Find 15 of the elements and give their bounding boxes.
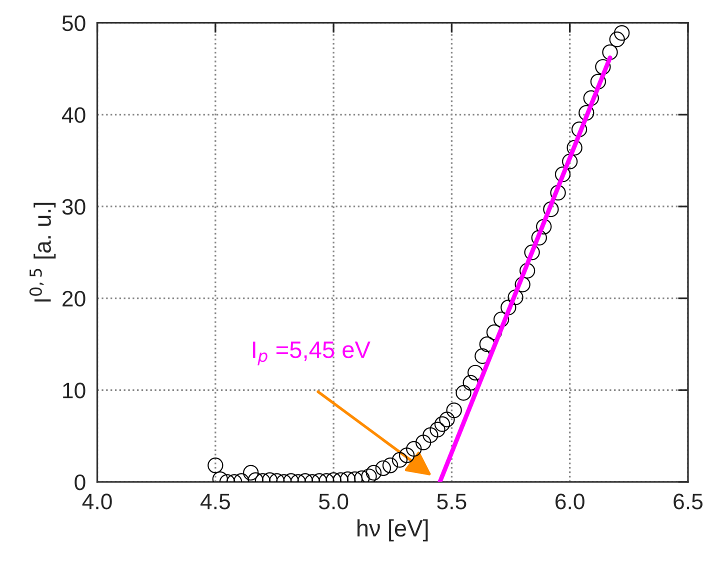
y-tick-label: 30 [62,199,86,215]
y-tick-label: 0 [74,474,86,490]
annotation: I$_{p}$ =5,45 eV [253,342,370,366]
y-tick-label: 10 [63,382,86,398]
y-axis-title: I$^{0,5}$ [a. u.] [29,202,56,302]
x-tick-label: 4.0 [82,494,112,510]
x-tick-label: 5.0 [319,494,348,510]
x-tick-label: 5.5 [437,494,466,510]
x-axis-title: hν [eV] [358,519,428,542]
y-tick-label: 50 [62,15,86,32]
x-tick-label: 4.5 [200,494,230,510]
x-tick-label: 6.5 [674,494,703,510]
y-tick-label: 20 [62,290,86,307]
y-tick-label: 40 [62,107,86,123]
x-tick-label: 6.0 [556,494,584,510]
